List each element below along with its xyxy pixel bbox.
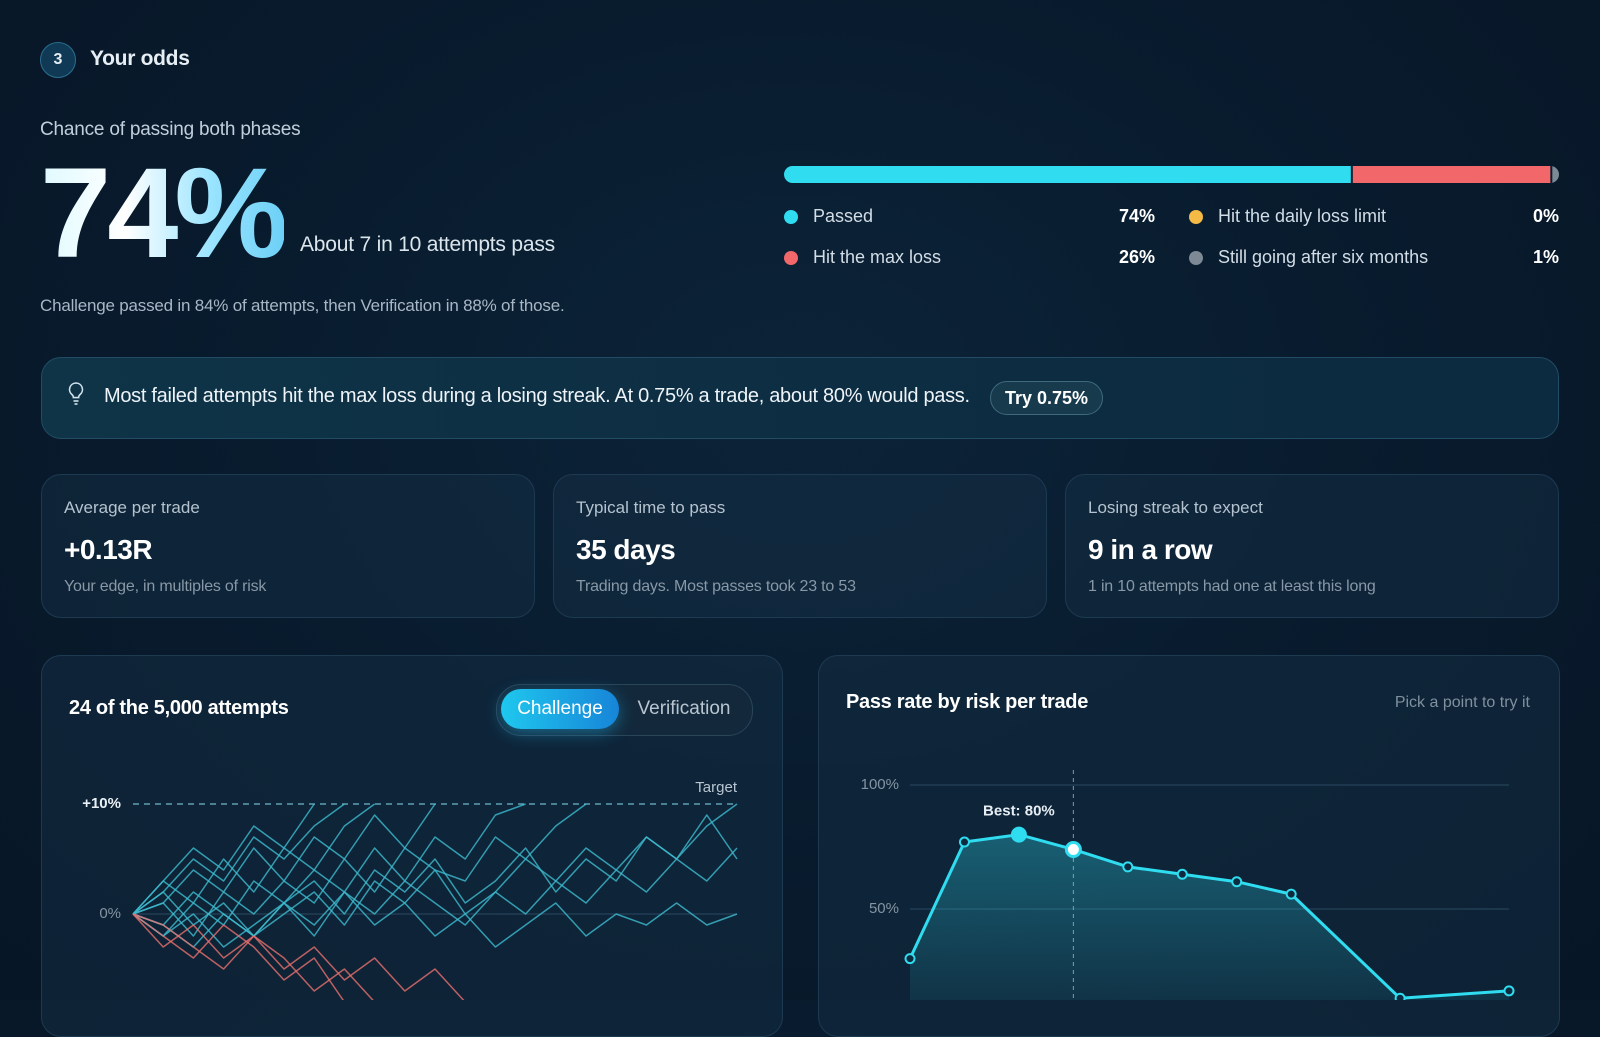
y-tick-label: 100% <box>861 776 899 793</box>
data-point[interactable] <box>958 836 970 848</box>
stat-value: 35 days <box>576 534 676 565</box>
stat-label: Typical time to pass <box>576 498 726 517</box>
data-point[interactable] <box>1122 861 1134 873</box>
legend-dot <box>1189 210 1203 224</box>
stat-value: +0.13R <box>64 534 153 565</box>
summary-value: 74% <box>40 142 288 285</box>
stat-card <box>1065 474 1559 618</box>
summary-label: Chance of passing both phases <box>40 119 301 140</box>
line-area <box>910 834 1509 1000</box>
data-point[interactable] <box>1176 868 1188 880</box>
y-tick-label: 50% <box>869 900 899 917</box>
stat-value: 9 in a row <box>1088 534 1213 565</box>
line-series <box>132 913 465 1000</box>
legend-label: Hit the max loss <box>813 247 941 267</box>
outcome-bar <box>784 166 1559 183</box>
legend-label: Hit the daily loss limit <box>1218 206 1386 226</box>
data-point[interactable] <box>1503 985 1515 997</box>
section-title: Your odds <box>90 47 190 70</box>
annotation: Best: 80% <box>983 803 1055 820</box>
data-point[interactable] <box>1064 840 1082 858</box>
stat-note: Your edge, in multiples of risk <box>64 578 267 595</box>
toggle-option[interactable]: Verification <box>637 698 731 719</box>
data-point[interactable] <box>1231 876 1243 888</box>
line-series <box>132 803 315 915</box>
chart-hint: Pick a point to try it <box>1394 694 1530 711</box>
annotation: Target <box>695 779 738 796</box>
bar-segment <box>1351 166 1552 183</box>
tip-box <box>41 357 1559 439</box>
segment-gap <box>1550 166 1553 183</box>
step-badge: 3 <box>40 42 76 78</box>
legend-dot <box>784 251 798 265</box>
line-series <box>132 913 374 1000</box>
y-tick-label: +10% <box>82 795 121 812</box>
legend-value: 1% <box>1533 247 1559 267</box>
data-point[interactable] <box>1010 826 1027 843</box>
legend-label: Still going after six months <box>1218 247 1428 267</box>
line-series <box>908 833 1510 1000</box>
bar-segment <box>1551 166 1559 183</box>
legend-label: Passed <box>813 206 873 226</box>
stat-note: Trading days. Most passes took 23 to 53 <box>576 578 856 595</box>
bar-segment <box>784 166 1352 183</box>
legend-dot <box>1189 251 1203 265</box>
data-point[interactable] <box>904 953 916 965</box>
legend-value: 74% <box>1119 206 1155 226</box>
stat-note: 1 in 10 attempts had one at least this l… <box>1088 578 1376 595</box>
data-point[interactable] <box>1285 888 1297 900</box>
y-tick-label: 0% <box>99 905 121 922</box>
chart-title: Pass rate by risk per trade <box>846 691 1089 713</box>
summary-caption: About 7 in 10 attempts pass <box>300 233 555 256</box>
line-series <box>132 913 344 1000</box>
try-button[interactable]: Try 0.75% <box>990 381 1104 415</box>
tip-text: Most failed attempts hit the max loss du… <box>104 385 970 407</box>
stat-card <box>553 474 1047 618</box>
line-series <box>132 891 738 948</box>
toggle-option[interactable]: Challenge <box>501 689 619 729</box>
legend-value: 26% <box>1119 247 1155 267</box>
line-series <box>132 803 345 915</box>
stat-card <box>41 474 535 618</box>
line-series <box>132 847 738 948</box>
stat-label: Average per trade <box>64 498 200 517</box>
legend-value: 0% <box>1533 206 1559 226</box>
line-series <box>132 803 436 915</box>
line-series <box>132 814 738 937</box>
bulb-icon <box>68 382 84 405</box>
charts: Passed 74% Hit the max loss 26% Hit the dail… <box>82 166 1559 1000</box>
legend-dot <box>784 210 798 224</box>
summary-detail: Challenge passed in 84% of attempts, the… <box>40 296 565 315</box>
chart-title: 24 of the 5,000 attempts <box>69 697 289 719</box>
stat-label: Losing streak to expect <box>1088 498 1263 517</box>
line-series <box>132 803 376 915</box>
segment-gap <box>1350 166 1353 183</box>
data-point[interactable] <box>1394 992 1406 1000</box>
